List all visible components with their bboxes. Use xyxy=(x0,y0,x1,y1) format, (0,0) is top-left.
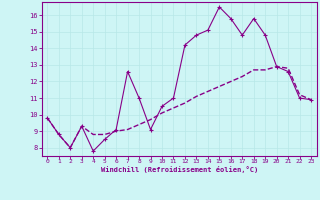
X-axis label: Windchill (Refroidissement éolien,°C): Windchill (Refroidissement éolien,°C) xyxy=(100,166,258,173)
